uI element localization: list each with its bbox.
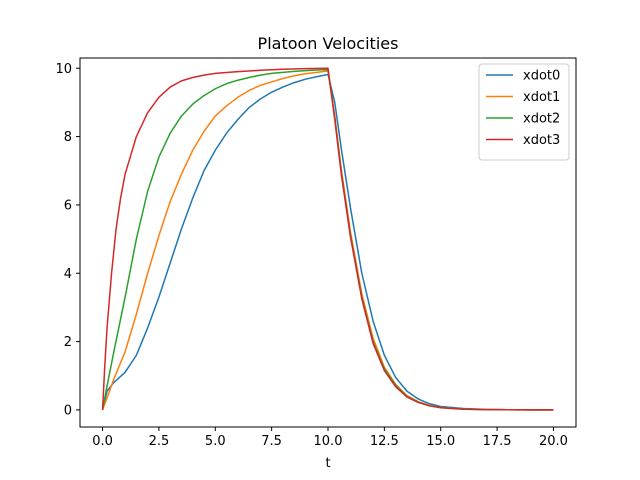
y-tick-label: 6 xyxy=(64,198,72,213)
legend-box xyxy=(478,63,570,161)
legend-label-xdot2: xdot2 xyxy=(523,112,560,127)
series-line-xdot3 xyxy=(101,67,554,411)
chart-title: Platoon Velocities xyxy=(258,34,399,53)
x-axis: 0.0 2.5 5.0 7.5 10.0 12.5 15.0 17.5 20.0 xyxy=(92,427,568,449)
series-line-xdot0 xyxy=(101,73,554,411)
y-tick-label: 10 xyxy=(55,62,72,77)
x-tick-label: 12.5 xyxy=(370,434,399,449)
x-tick-label: 0.0 xyxy=(92,434,113,449)
y-tick-label: 0 xyxy=(64,403,72,418)
x-tick-label: 5.0 xyxy=(205,434,226,449)
legend-label-xdot1: xdot1 xyxy=(523,90,560,105)
legend-label-xdot0: xdot0 xyxy=(523,69,560,84)
x-tick-label: 2.5 xyxy=(149,434,170,449)
x-axis-label: t xyxy=(325,456,330,471)
legend: xdot0 xdot1 xdot2 xdot3 xyxy=(478,63,570,161)
x-tick-label: 20.0 xyxy=(539,434,568,449)
y-tick-label: 4 xyxy=(64,267,72,282)
y-axis: 0 2 4 6 8 10 xyxy=(55,62,80,418)
y-tick-label: 2 xyxy=(64,335,72,350)
series-layer xyxy=(101,67,554,411)
y-tick-label: 8 xyxy=(64,130,72,145)
x-tick-label: 7.5 xyxy=(261,434,282,449)
x-tick-label: 15.0 xyxy=(426,434,455,449)
x-tick-label: 10.0 xyxy=(314,434,343,449)
legend-label-xdot3: xdot3 xyxy=(523,133,560,148)
x-tick-label: 17.5 xyxy=(483,434,512,449)
